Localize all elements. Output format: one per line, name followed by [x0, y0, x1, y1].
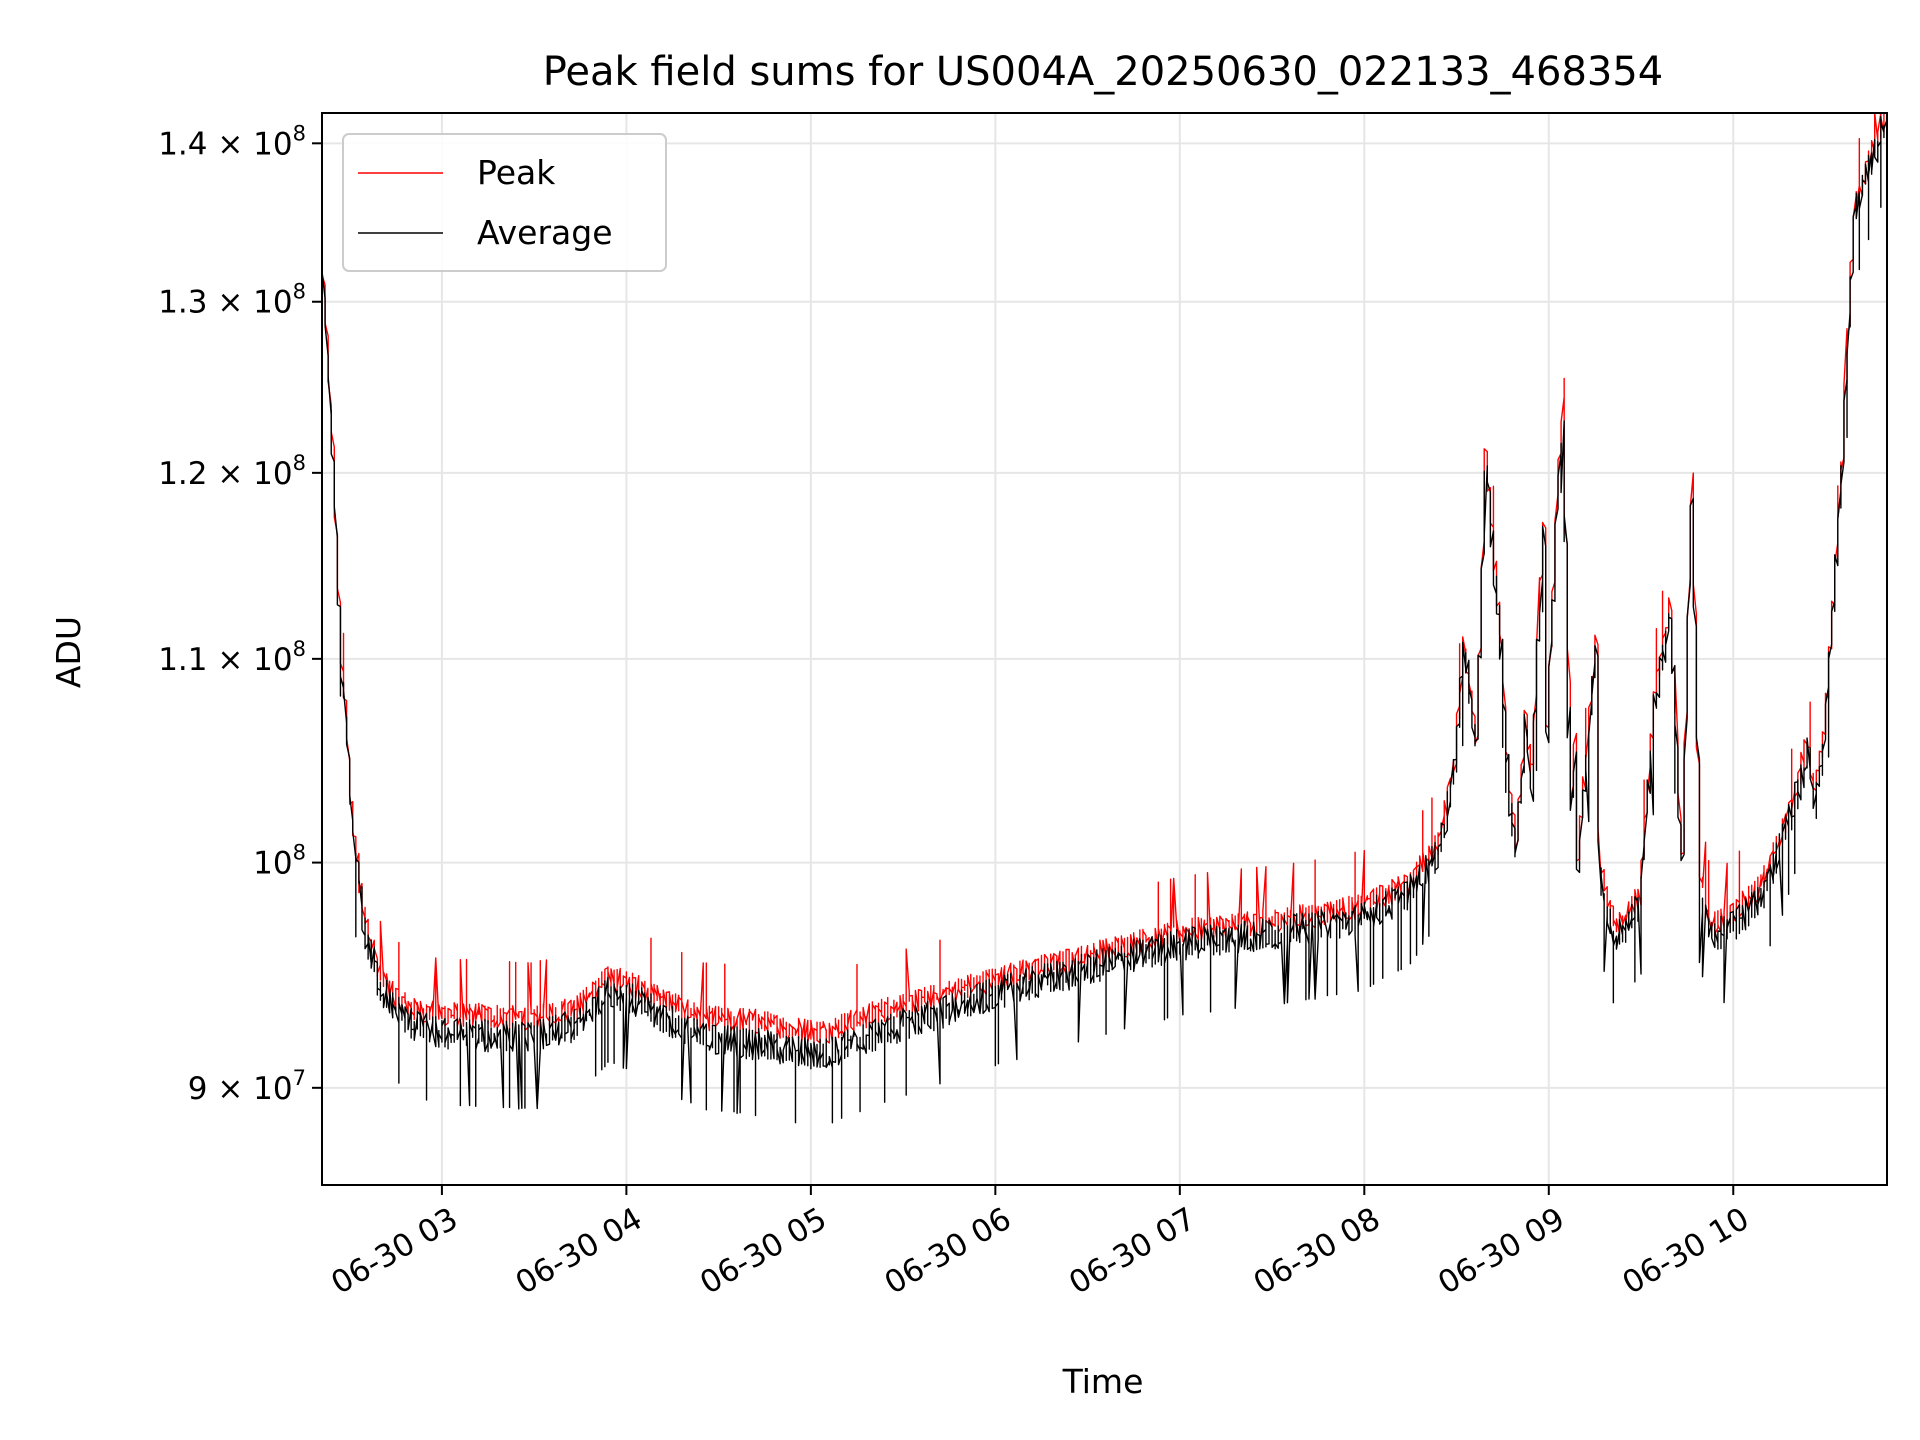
y-axis-ticks: 9 × 107 108 1.1 × 108 1.2 × 108 1.3 × 108 1.4… [158, 121, 322, 1107]
legend: Peak Average [342, 133, 667, 272]
chart-title: Peak field sums for US004A_20250630_0221… [543, 49, 1664, 95]
grid [322, 113, 1887, 1185]
x-axis-title: Time [1062, 1362, 1144, 1401]
y-tick-label: 1.1 × 108 [158, 637, 306, 678]
legend-label-peak: Peak [477, 153, 556, 192]
y-tick-label: 1.2 × 108 [158, 451, 306, 492]
plot-frame [321, 112, 1888, 1186]
y-tick-label: 9 × 107 [188, 1066, 306, 1107]
legend-box [342, 133, 667, 272]
y-tick-label: 1.3 × 108 [158, 280, 306, 321]
y-tick-label: 108 [253, 841, 306, 882]
legend-label-average: Average [477, 213, 613, 252]
series-line-average [321, 115, 1888, 1124]
y-tick-label: 1.4 × 108 [158, 121, 306, 162]
y-axis-title: ADU [49, 616, 88, 688]
series-lines [321, 112, 1888, 1124]
